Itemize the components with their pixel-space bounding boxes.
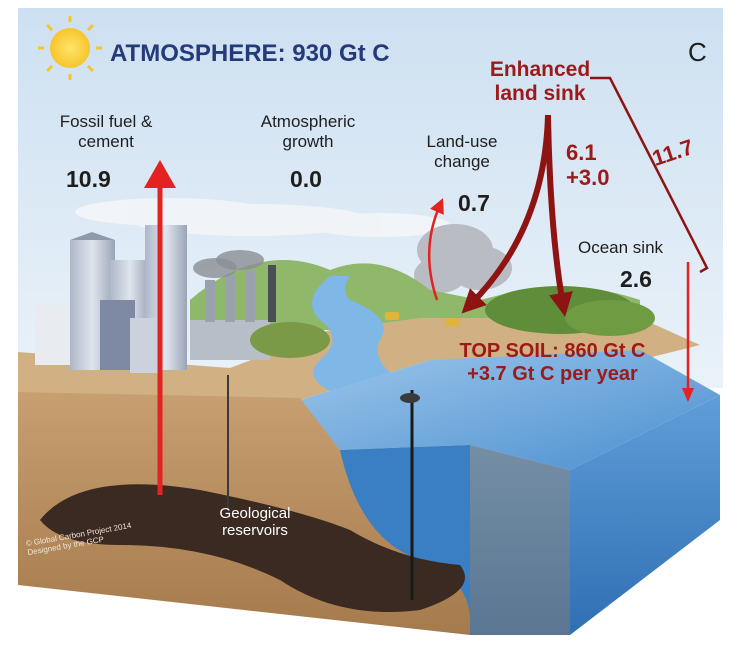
river [312, 276, 400, 395]
extraction-pipes [227, 375, 420, 600]
geological-reservoir [40, 484, 465, 612]
land-use-arrow [428, 198, 444, 301]
ocean-surface [300, 350, 720, 470]
ocean-cutaway [340, 445, 470, 620]
atmospheric-growth-value: 0.0 [290, 166, 322, 192]
atmospheric-growth-label: Atmospheric growth [260, 112, 356, 151]
total-sink-bracket [590, 76, 709, 274]
top-soil-label: TOP SOIL: 860 Gt C +3.7 Gt C per year [459, 340, 646, 385]
ocean-sink-value: 2.6 [620, 266, 652, 292]
ocean-sink-label: Ocean sink [578, 238, 664, 257]
land-use-label: Land-use change [426, 132, 498, 171]
sun-icon [38, 16, 102, 80]
ocean-front-face [470, 395, 720, 635]
clouds [75, 198, 450, 237]
panel-letter: C [688, 37, 707, 67]
fossil-fuel-label: Fossil fuel & cement [59, 112, 153, 151]
land-sink-arrow-right [545, 114, 573, 317]
enhanced-land-sink-values: 6.1 +3.0 [566, 140, 610, 191]
fossil-fuel-value: 10.9 [66, 166, 111, 192]
atmosphere-title: ATMOSPHERE: 930 Gt C [110, 40, 390, 67]
enhanced-land-sink-label: Enhanced land sink [489, 58, 591, 106]
geological-label: Geological reservoirs [219, 505, 291, 540]
land-use-value: 0.7 [458, 190, 490, 216]
city-buildings [35, 225, 187, 373]
